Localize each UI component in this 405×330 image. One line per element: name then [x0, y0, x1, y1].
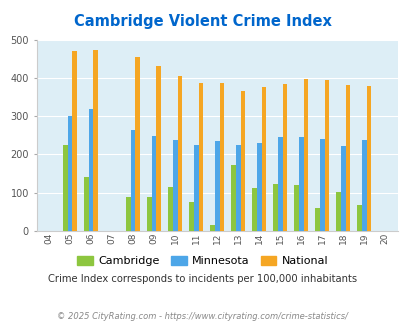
Bar: [240, 90, 245, 231]
Bar: [189, 202, 194, 231]
Bar: [345, 85, 350, 231]
Bar: [210, 225, 214, 231]
Bar: [93, 50, 98, 231]
Bar: [84, 177, 89, 231]
Bar: [68, 116, 72, 231]
Bar: [63, 145, 68, 231]
Bar: [277, 137, 282, 231]
Bar: [261, 87, 266, 231]
Bar: [168, 187, 173, 231]
Text: © 2025 CityRating.com - https://www.cityrating.com/crime-statistics/: © 2025 CityRating.com - https://www.city…: [58, 312, 347, 321]
Bar: [315, 208, 319, 231]
Bar: [324, 80, 328, 231]
Bar: [340, 146, 345, 231]
Bar: [361, 140, 366, 231]
Bar: [177, 76, 182, 231]
Bar: [194, 145, 198, 231]
Bar: [231, 165, 235, 231]
Bar: [235, 145, 240, 231]
Bar: [298, 137, 303, 231]
Bar: [72, 51, 77, 231]
Bar: [219, 83, 224, 231]
Bar: [156, 66, 161, 231]
Bar: [252, 188, 256, 231]
Bar: [294, 185, 298, 231]
Bar: [256, 143, 261, 231]
Bar: [356, 205, 361, 231]
Bar: [198, 83, 202, 231]
Bar: [135, 57, 140, 231]
Text: Crime Index corresponds to incidents per 100,000 inhabitants: Crime Index corresponds to incidents per…: [48, 274, 357, 284]
Bar: [319, 139, 324, 231]
Text: Cambridge Violent Crime Index: Cambridge Violent Crime Index: [74, 14, 331, 29]
Bar: [335, 192, 340, 231]
Bar: [173, 140, 177, 231]
Bar: [89, 109, 93, 231]
Bar: [282, 84, 286, 231]
Bar: [130, 130, 135, 231]
Legend: Cambridge, Minnesota, National: Cambridge, Minnesota, National: [73, 251, 332, 271]
Bar: [147, 197, 151, 231]
Bar: [126, 197, 130, 231]
Bar: [303, 79, 307, 231]
Bar: [273, 183, 277, 231]
Bar: [214, 142, 219, 231]
Bar: [151, 136, 156, 231]
Bar: [366, 86, 370, 231]
